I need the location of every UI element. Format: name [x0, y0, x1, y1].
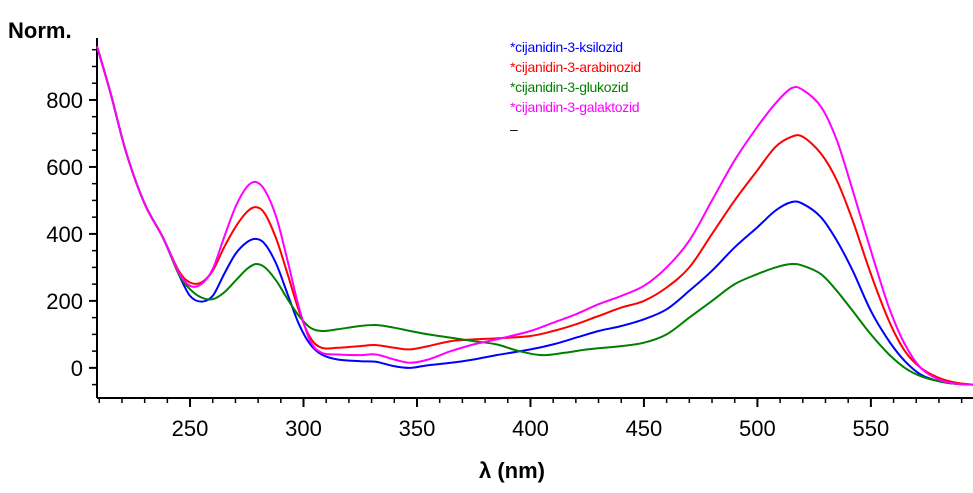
y-axis-title: Norm.: [8, 18, 72, 43]
axis-frame: [96, 38, 973, 399]
legend-mark: –: [510, 121, 518, 137]
legend: *cijanidin-3-ksilozid *cijanidin-3-arabin…: [510, 39, 641, 137]
y-tick-label: 600: [46, 155, 83, 180]
legend-entry-4: *cijanidin-3-galaktozid: [510, 99, 639, 115]
series-line-1: [96, 46, 973, 386]
y-tick-label: 200: [46, 289, 83, 314]
y-tick-label: 400: [46, 222, 83, 247]
x-tick-label: 550: [853, 416, 890, 441]
y-axis-ticks: 0 200 400 600 800: [46, 48, 97, 386]
x-tick-label: 300: [285, 416, 322, 441]
x-tick-label: 500: [739, 416, 776, 441]
x-tick-label: 250: [172, 416, 209, 441]
series-line-2: [96, 46, 973, 386]
legend-entry-3: *cijanidin-3-glukozid: [510, 79, 628, 95]
series-lines: [96, 46, 973, 386]
y-tick-label: 800: [46, 88, 83, 113]
x-axis-ticks: 250 300 350 400 450 500 550: [98, 398, 963, 441]
legend-entry-2: *cijanidin-3-arabinozid: [510, 59, 641, 75]
x-tick-label: 450: [626, 416, 663, 441]
y-tick-label: 0: [71, 356, 83, 381]
x-tick-label: 350: [399, 416, 436, 441]
x-tick-label: 400: [512, 416, 549, 441]
series-line-3: [96, 46, 973, 386]
x-axis-title: λ (nm): [479, 458, 545, 483]
series-line-4: [96, 46, 973, 386]
legend-entry-1: *cijanidin-3-ksilozid: [510, 39, 623, 55]
